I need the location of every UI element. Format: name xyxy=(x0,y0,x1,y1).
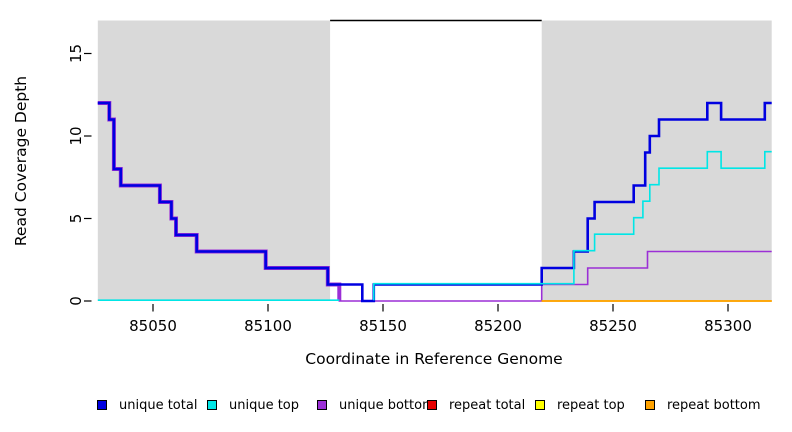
legend-label: unique top xyxy=(229,397,300,413)
legend-label: repeat top xyxy=(557,397,625,413)
legend-item-repeat-top: repeat top xyxy=(535,397,625,413)
legend-item-repeat-bottom: repeat bottom xyxy=(645,397,761,413)
legend-swatch-unique-total xyxy=(97,400,107,410)
y-tick-label: 10 xyxy=(67,126,85,145)
x-tick-label: 85050 xyxy=(129,317,177,335)
legend-item-repeat-total: repeat total xyxy=(427,397,526,413)
legend-swatch-repeat-total xyxy=(427,400,437,410)
legend-item-unique-top: unique top xyxy=(207,397,300,413)
series-unique-top xyxy=(97,150,772,301)
legend-swatch-repeat-top xyxy=(535,400,545,410)
legend-item-unique-total: unique total xyxy=(97,397,198,413)
shaded-regions-layer xyxy=(97,19,772,301)
x-tick-label: 85100 xyxy=(244,317,292,335)
y-axis-title: Read Coverage Depth xyxy=(12,76,30,246)
y-tick-label: 5 xyxy=(67,214,85,224)
left-repeat-shade xyxy=(97,20,331,301)
legend-label: repeat total xyxy=(449,397,526,413)
x-tick-label: 85300 xyxy=(704,317,752,335)
y-tick-label: 15 xyxy=(67,44,85,63)
series-line-unique-top xyxy=(373,150,772,301)
x-axis-title: Coordinate in Reference Genome xyxy=(305,350,562,368)
legend-swatch-repeat-bottom xyxy=(645,400,655,410)
y-tick-label: 0 xyxy=(67,296,85,306)
right-repeat-shade xyxy=(541,20,772,301)
legend-swatch-unique-top xyxy=(207,400,217,410)
coverage-plot: 85050 85100 85150 85200 85250 85300 0 5 10 15 Coo… xyxy=(12,19,772,368)
x-tick-label: 85150 xyxy=(359,317,407,335)
x-tick-label: 85250 xyxy=(589,317,637,335)
axes-layer: 85050 85100 85150 85200 85250 85300 0 5 10 15 xyxy=(67,44,752,335)
legend-swatch-unique-bottom xyxy=(317,400,327,410)
legend-item-unique-bottom: unique bottom xyxy=(317,397,435,413)
x-tick-label: 85200 xyxy=(474,317,522,335)
series-lines-layer xyxy=(97,101,772,303)
legend-label: repeat bottom xyxy=(667,397,761,413)
legend-label: unique total xyxy=(119,397,198,413)
legend-label: unique bottom xyxy=(339,397,435,413)
